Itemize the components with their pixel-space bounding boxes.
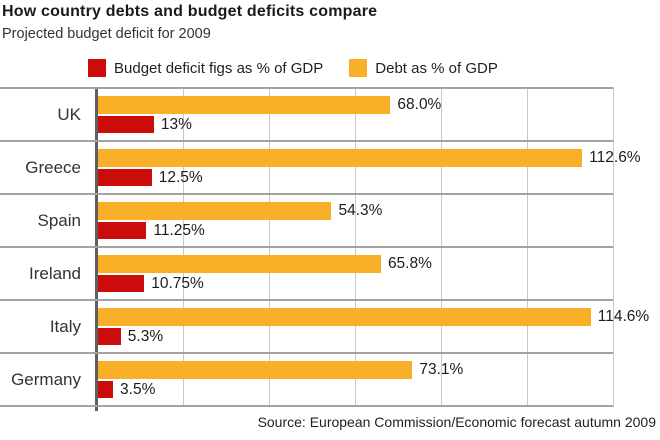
deficit-value-label: 13% bbox=[160, 115, 192, 133]
legend: Budget deficit figs as % of GDP Debt as … bbox=[88, 59, 498, 77]
debt-value-label: 114.6% bbox=[597, 308, 650, 325]
deficit-bar bbox=[98, 328, 121, 345]
chart-row: Greece 112.6% 12.5% bbox=[0, 140, 641, 193]
debt-bar-line: 54.3% bbox=[98, 202, 613, 220]
bar-group: 112.6% 12.5% bbox=[0, 149, 641, 186]
deficit-bar-line: 5.3% bbox=[98, 328, 613, 345]
chart-row: Germany 73.1% 3.5% bbox=[0, 352, 613, 405]
chart-row: UK 68.0% 13% bbox=[0, 87, 613, 140]
deficit-bar bbox=[98, 169, 152, 186]
legend-item-deficit: Budget deficit figs as % of GDP bbox=[88, 59, 323, 77]
deficit-value-label: 12.5% bbox=[158, 168, 203, 186]
deficit-color-swatch bbox=[88, 59, 106, 77]
bar-group: 114.6% 5.3% bbox=[0, 308, 649, 345]
debt-bar-line: 114.6% bbox=[98, 308, 649, 326]
chart-area: UK 68.0% 13% Greece 112.6% 12.5% Spain 54.3% 11.… bbox=[0, 87, 660, 411]
debt-bar bbox=[98, 202, 332, 220]
country-label: Spain bbox=[37, 210, 81, 230]
gridline-120-percent bbox=[613, 87, 614, 407]
source-credit: Source: European Commission/Economic for… bbox=[257, 414, 656, 430]
deficit-bar-line: 12.5% bbox=[98, 169, 613, 186]
debt-bar-line: 68.0% bbox=[98, 96, 613, 114]
deficit-bar bbox=[98, 222, 147, 239]
chart-bottom-border bbox=[0, 405, 613, 407]
country-label: Ireland bbox=[29, 263, 81, 283]
deficit-bar-line: 13% bbox=[98, 116, 613, 133]
deficit-bar-line: 10.75% bbox=[98, 275, 613, 292]
chart-row: Italy 114.6% 5.3% bbox=[0, 299, 649, 352]
country-label: Greece bbox=[25, 157, 81, 177]
legend-label-deficit: Budget deficit figs as % of GDP bbox=[114, 59, 324, 77]
debt-value-label: 68.0% bbox=[397, 96, 442, 113]
debt-bar bbox=[98, 308, 591, 326]
chart-row: Ireland 65.8% 10.75% bbox=[0, 246, 613, 299]
deficit-bar-line: 3.5% bbox=[98, 381, 613, 398]
debt-bar bbox=[98, 96, 391, 114]
bar-group: 68.0% 13% bbox=[0, 96, 613, 133]
country-label: Germany bbox=[11, 369, 81, 389]
debt-bar bbox=[98, 361, 413, 379]
bar-group: 73.1% 3.5% bbox=[0, 361, 613, 398]
bar-group: 54.3% 11.25% bbox=[0, 202, 613, 239]
chart-row: Spain 54.3% 11.25% bbox=[0, 193, 613, 246]
debt-value-label: 73.1% bbox=[419, 361, 464, 378]
bar-group: 65.8% 10.75% bbox=[0, 255, 613, 292]
deficit-value-label: 3.5% bbox=[120, 380, 156, 398]
debt-bar-line: 112.6% bbox=[98, 149, 641, 167]
debt-value-label: 54.3% bbox=[338, 202, 383, 219]
deficit-value-label: 5.3% bbox=[127, 327, 164, 345]
country-label: UK bbox=[57, 104, 81, 124]
chart-title: How country debts and budget deficits co… bbox=[2, 3, 378, 20]
deficit-bar-line: 11.25% bbox=[98, 222, 613, 239]
deficit-value-label: 10.75% bbox=[151, 274, 204, 292]
y-axis-line bbox=[95, 87, 98, 411]
debt-value-label: 65.8% bbox=[387, 255, 432, 272]
legend-label-debt: Debt as % of GDP bbox=[375, 59, 498, 77]
deficit-bar bbox=[98, 275, 145, 292]
debt-bar-line: 65.8% bbox=[98, 255, 613, 273]
country-label: Italy bbox=[49, 316, 81, 336]
debt-value-label: 112.6% bbox=[589, 149, 641, 166]
chart-subtitle: Projected budget deficit for 2009 bbox=[2, 26, 211, 42]
deficit-bar bbox=[98, 116, 154, 133]
debt-color-swatch bbox=[349, 59, 368, 77]
deficit-value-label: 11.25% bbox=[153, 221, 205, 239]
debt-bar bbox=[98, 149, 583, 167]
debt-bar-line: 73.1% bbox=[98, 361, 613, 379]
deficit-bar bbox=[98, 381, 114, 398]
legend-item-debt: Debt as % of GDP bbox=[349, 59, 498, 77]
debt-bar bbox=[98, 255, 381, 273]
